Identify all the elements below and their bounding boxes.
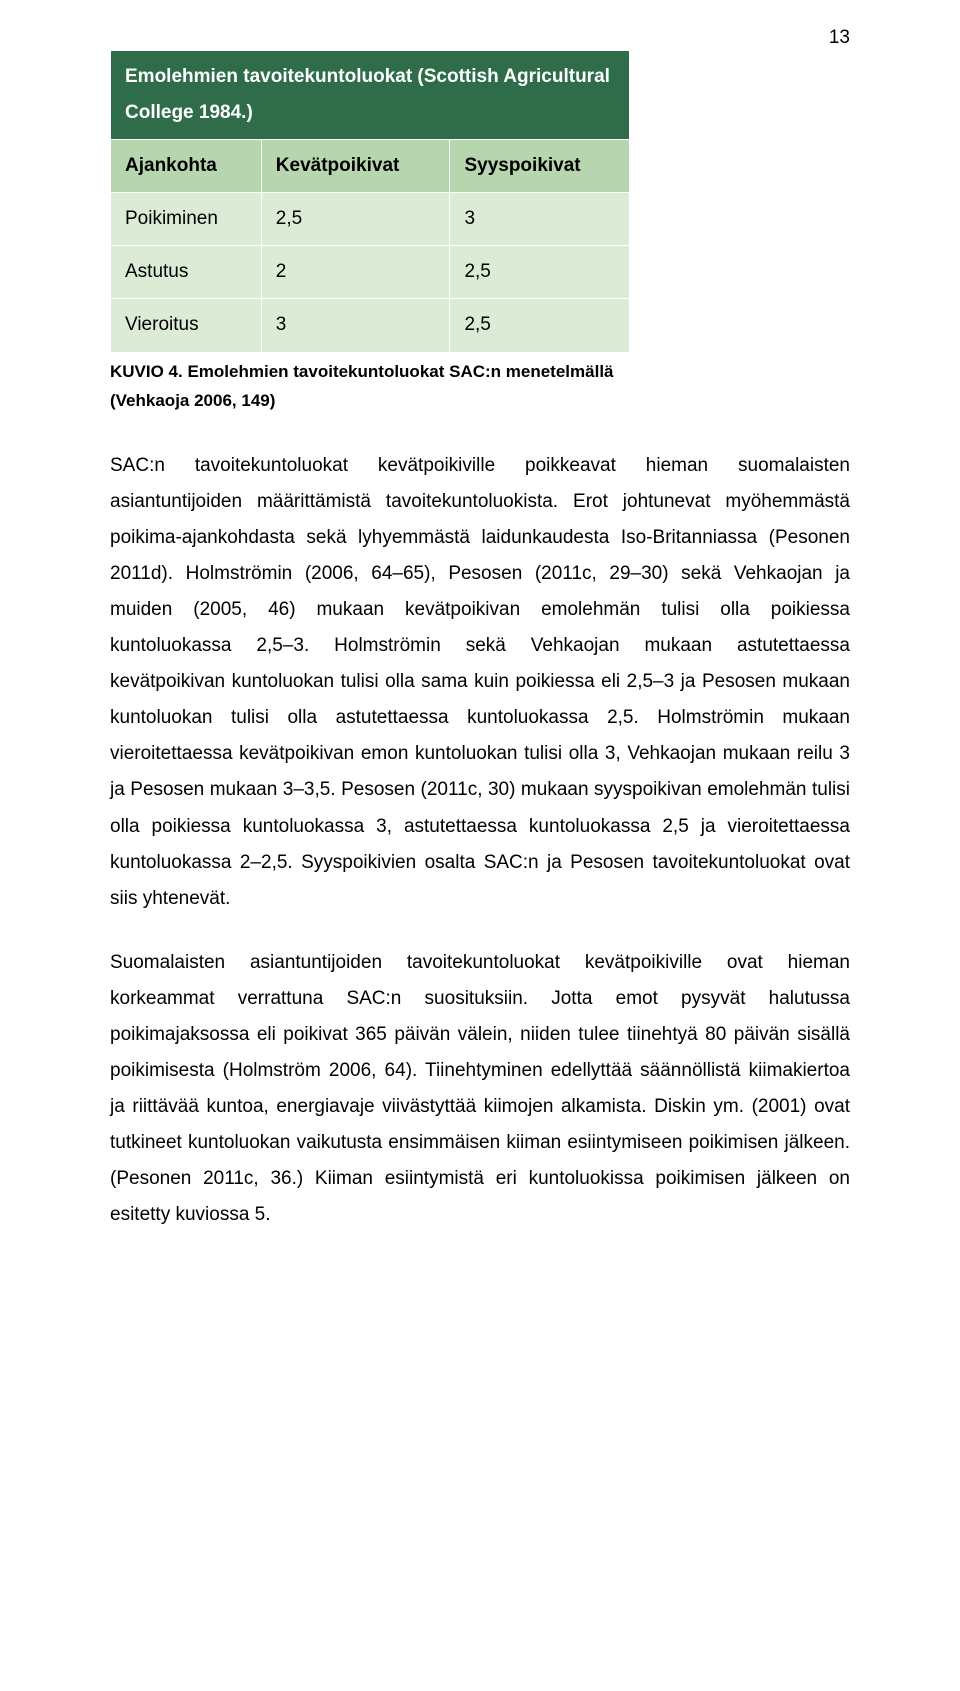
col-header-syys: Syyspoikivat: [450, 140, 630, 193]
page-number: 13: [829, 20, 850, 56]
body-paragraph-2: Suomalaisten asiantuntijoiden tavoitekun…: [110, 945, 850, 1234]
body-paragraph-1: SAC:n tavoitekuntoluokat kevätpoikiville…: [110, 448, 850, 917]
table-row: Vieroitus 3 2,5: [111, 299, 630, 352]
cell: 2: [261, 246, 450, 299]
figure-caption-line2: (Vehkaoja 2006, 149): [110, 388, 850, 414]
cell: 2,5: [450, 246, 630, 299]
cell: 2,5: [261, 193, 450, 246]
row-label: Astutus: [111, 246, 262, 299]
table-title: Emolehmien tavoitekuntoluokat (Scottish …: [111, 51, 630, 140]
table-row: Poikiminen 2,5 3: [111, 193, 630, 246]
sac-table: Emolehmien tavoitekuntoluokat (Scottish …: [110, 50, 630, 353]
col-header-ajankohta: Ajankohta: [111, 140, 262, 193]
cell: 3: [450, 193, 630, 246]
row-label: Vieroitus: [111, 299, 262, 352]
col-header-kevat: Kevätpoikivat: [261, 140, 450, 193]
cell: 3: [261, 299, 450, 352]
row-label: Poikiminen: [111, 193, 262, 246]
table-header-row: Ajankohta Kevätpoikivat Syyspoikivat: [111, 140, 630, 193]
figure-caption-line1: KUVIO 4. Emolehmien tavoitekuntoluokat S…: [110, 359, 850, 385]
table-row: Astutus 2 2,5: [111, 246, 630, 299]
cell: 2,5: [450, 299, 630, 352]
